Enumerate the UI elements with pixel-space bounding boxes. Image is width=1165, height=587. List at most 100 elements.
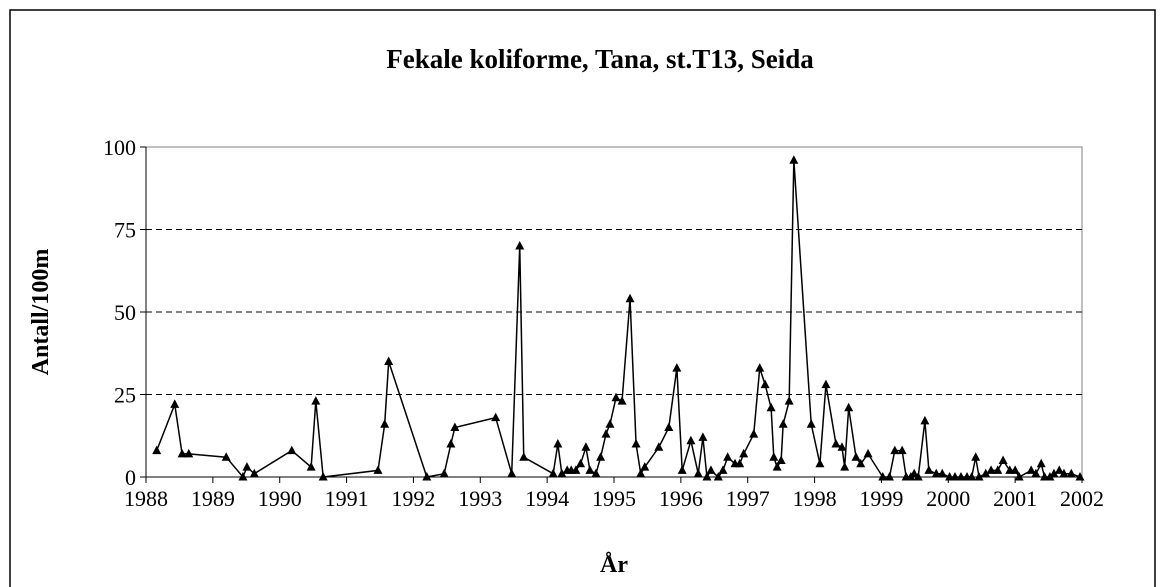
data-point <box>749 429 759 438</box>
data-point <box>373 465 383 474</box>
x-axis-label: År <box>600 552 628 578</box>
data-point <box>507 468 517 478</box>
data-point <box>789 155 799 164</box>
data-point <box>553 439 563 448</box>
data-point <box>986 465 996 474</box>
data-point <box>776 455 786 464</box>
data-point <box>1075 472 1085 481</box>
data-point <box>998 455 1008 464</box>
data-point <box>177 448 187 458</box>
data-point <box>766 402 776 412</box>
data-point <box>221 452 231 461</box>
data-point <box>636 468 646 478</box>
y-tick-label: 50 <box>114 300 136 325</box>
data-point <box>686 435 696 445</box>
data-point <box>920 415 930 425</box>
data-point <box>581 442 591 451</box>
data-point <box>837 442 847 451</box>
data-point <box>611 392 621 402</box>
data-point <box>318 472 328 481</box>
data-point <box>384 356 394 365</box>
data-point <box>664 422 674 431</box>
data-point <box>909 468 919 478</box>
data-point <box>677 465 687 474</box>
data-point <box>184 448 194 458</box>
data-point <box>713 472 723 481</box>
data-point <box>863 448 873 458</box>
data-point <box>897 445 907 455</box>
data-point <box>605 419 615 428</box>
data-point <box>242 462 252 471</box>
data-point <box>831 439 841 448</box>
data-point <box>931 468 941 478</box>
x-tick-label: 1990 <box>258 486 302 511</box>
data-point <box>993 465 1003 474</box>
data-point <box>1045 472 1055 481</box>
data-point <box>735 458 745 468</box>
data-point <box>815 458 825 468</box>
data-point <box>519 452 529 461</box>
data-point <box>971 452 981 461</box>
y-axis-label: Antall/100m <box>28 249 54 376</box>
data-point <box>851 452 861 461</box>
data-point <box>856 458 866 468</box>
data-point <box>576 458 586 468</box>
x-tick-label: 1997 <box>726 486 770 511</box>
data-point <box>640 462 650 471</box>
data-point <box>913 472 923 481</box>
data-point <box>596 452 606 461</box>
data-point <box>1054 465 1064 474</box>
data-point <box>422 472 432 481</box>
data-point <box>654 442 664 451</box>
data-point <box>591 468 601 478</box>
x-tick-label: 2002 <box>1060 486 1104 511</box>
data-point <box>306 462 316 471</box>
x-tick-label: 2000 <box>926 486 970 511</box>
data-point <box>844 402 854 412</box>
x-tick-label: 1991 <box>325 486 369 511</box>
data-point <box>287 445 297 455</box>
data-point <box>778 419 788 428</box>
data-point <box>548 468 558 478</box>
data-point <box>1031 468 1041 478</box>
x-tick-label: 1996 <box>659 486 703 511</box>
data-point <box>769 452 779 461</box>
data-point <box>739 448 749 458</box>
data-point <box>937 468 947 478</box>
data-point <box>446 439 456 448</box>
data-point <box>806 419 816 428</box>
y-tick-label: 100 <box>103 135 136 160</box>
y-tick-label: 75 <box>114 218 136 243</box>
data-point <box>515 241 525 250</box>
data-point <box>890 445 900 455</box>
x-tick-label: 1994 <box>525 486 569 511</box>
x-tick-label: 1999 <box>859 486 903 511</box>
data-point <box>491 412 501 422</box>
data-point <box>702 472 712 481</box>
data-point <box>249 468 259 478</box>
data-point <box>1036 458 1046 468</box>
y-tick-label: 0 <box>125 465 136 490</box>
data-point <box>878 472 888 481</box>
x-tick-label: 1989 <box>191 486 235 511</box>
data-point <box>884 472 894 481</box>
data-point <box>238 472 248 481</box>
chart-frame <box>9 9 1156 587</box>
data-point <box>693 468 703 478</box>
data-point <box>698 432 708 441</box>
data-point <box>706 465 716 474</box>
data-point <box>772 462 782 471</box>
data-point <box>170 399 180 408</box>
data-point <box>439 468 449 478</box>
data-point <box>571 465 581 474</box>
data-point <box>840 462 850 471</box>
data-point <box>723 452 733 461</box>
data-point <box>585 465 595 474</box>
data-point <box>1014 472 1024 481</box>
x-tick-label: 2001 <box>993 486 1037 511</box>
data-point <box>924 465 934 474</box>
y-tick-label: 25 <box>114 383 136 408</box>
data-point <box>1066 468 1076 478</box>
data-point <box>631 439 641 448</box>
